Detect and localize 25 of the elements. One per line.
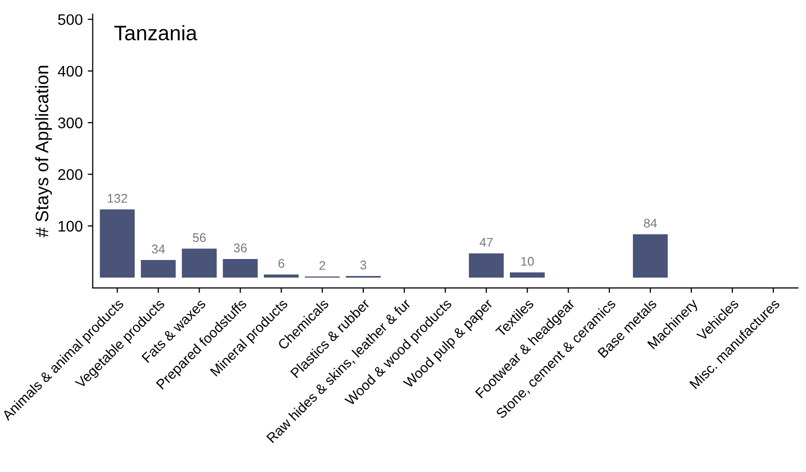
y-tick-label: 100 (58, 220, 82, 232)
chart-title: Tanzania (114, 25, 198, 40)
bar (100, 209, 135, 278)
y-tick-label: 500 (58, 14, 82, 26)
bar (468, 253, 504, 278)
data-label: 10 (521, 256, 534, 266)
bar (222, 258, 258, 278)
y-tick-label: 300 (58, 118, 82, 128)
bar (140, 260, 176, 278)
bar (264, 274, 299, 278)
y-axis-title: # Stays of Application (35, 66, 52, 238)
data-label: 132 (108, 194, 128, 203)
data-label: 47 (480, 238, 493, 247)
data-label: 84 (644, 218, 657, 228)
y-tick-label: 200 (58, 169, 82, 180)
data-label: 56 (192, 233, 206, 242)
data-label: 6 (278, 259, 284, 268)
y-tick-label: 400 (58, 66, 82, 77)
data-label: 2 (319, 261, 326, 270)
data-label: 34 (152, 244, 165, 254)
bar (182, 248, 217, 278)
data-label: 3 (360, 260, 366, 270)
bar (632, 234, 668, 278)
bar (510, 272, 545, 278)
data-label: 36 (234, 244, 247, 252)
